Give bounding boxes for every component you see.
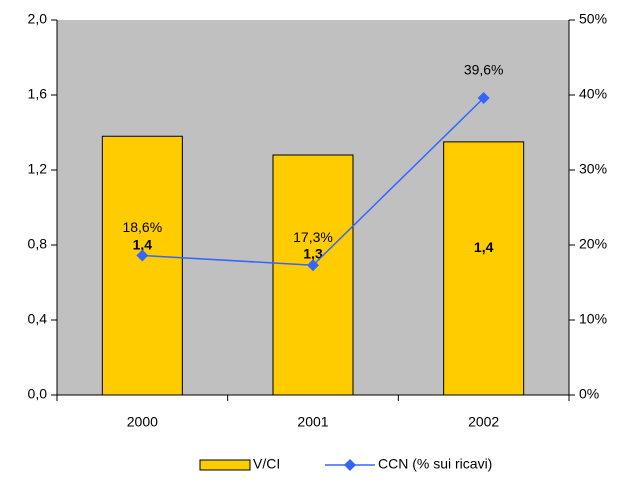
bar: [443, 141, 525, 396]
y2-tick-label: 0%: [579, 386, 599, 402]
bar-value-label: 1,4: [133, 236, 153, 252]
line-marker: [307, 259, 319, 272]
legend-swatch: [199, 459, 251, 471]
y2-tick-label: 50%: [579, 11, 607, 27]
y2-tick-label: 30%: [579, 161, 607, 177]
y-tick-label: 2,0: [28, 11, 48, 27]
line-marker: [136, 249, 149, 262]
legend-label: CCN (% sui ricavi): [378, 456, 492, 472]
y-tick-label: 1,6: [28, 86, 48, 102]
y-tick-label: 0,0: [28, 386, 48, 402]
y2-tick-label: 10%: [579, 311, 607, 327]
y-tick-label: 0,4: [28, 311, 48, 327]
legend-label: V/CI: [253, 456, 280, 472]
x-tick-label: 2000: [127, 414, 158, 430]
legend-marker: [344, 459, 356, 471]
bar: [272, 154, 354, 396]
bar-value-label: 1,4: [474, 239, 494, 255]
line-marker: [477, 92, 490, 104]
bar: [101, 135, 183, 396]
bar-value-label: 1,3: [303, 246, 323, 262]
line-value-label: 39,6%: [464, 62, 504, 78]
y-tick-label: 1,2: [28, 161, 48, 177]
line-value-label: 17,3%: [293, 229, 333, 245]
y2-tick-label: 20%: [579, 236, 607, 252]
line-value-label: 18,6%: [122, 219, 162, 235]
y2-tick-label: 40%: [579, 86, 607, 102]
x-tick-label: 2001: [297, 414, 328, 430]
y-tick-label: 0,8: [28, 236, 48, 252]
x-tick-label: 2002: [468, 414, 499, 430]
